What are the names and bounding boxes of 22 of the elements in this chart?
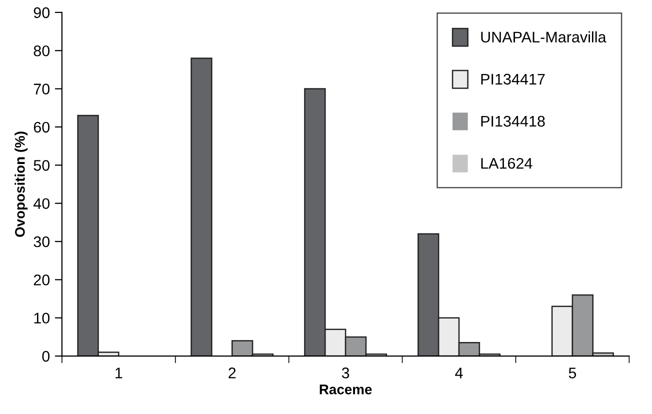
y-tick-label: 20 [34,274,50,286]
x-tick-label: 2 [228,368,236,378]
legend-label: PI134418 [481,116,545,127]
y-tick-label: 0 [42,350,50,362]
legend-label: LA1624 [481,158,532,169]
y-tick-label: 30 [34,236,50,248]
y-tick-label: 40 [33,198,50,210]
y-tick-label: 10 [34,312,50,324]
y-tick-label: 60 [34,122,50,133]
y-tick-label: 70 [34,84,50,94]
legend-label: PI134417 [481,74,545,85]
y-tick-label: 50 [34,160,50,171]
x-tick-label: 5 [568,368,576,378]
y-axis-title: Ovoposition (%) [14,132,28,237]
x-tick-label: 3 [342,368,350,378]
legend-label: UNAPAL-Maravilla [481,31,606,43]
x-tick-label: 4 [455,368,463,378]
y-tick-label: 80 [34,45,50,56]
y-tick-label: 90 [34,7,50,18]
x-tick-label: 1 [116,368,122,378]
x-axis-title: Raceme [320,384,372,394]
bar [190,58,212,356]
